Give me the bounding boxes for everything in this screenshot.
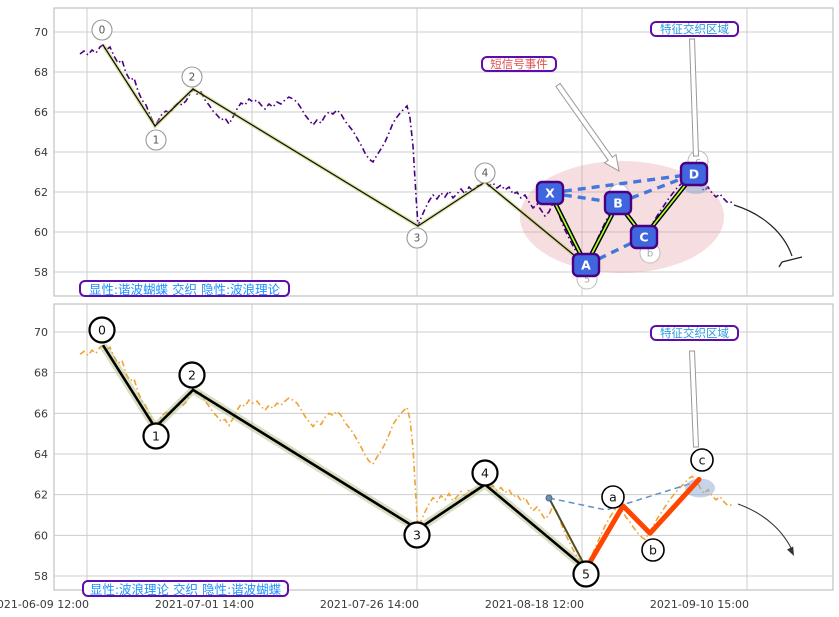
hidden-leg-line	[548, 497, 587, 569]
y-tick-label: 68	[34, 367, 48, 380]
abc-marker-label: c	[699, 453, 706, 468]
y-tick-label: 62	[34, 489, 48, 502]
wave-marker-bottom-label: 3	[413, 528, 421, 543]
panel-border	[53, 303, 834, 591]
outline-arrow	[688, 38, 700, 157]
bottom-panel: 0 1 2 3 4 5 a b c	[79, 316, 794, 588]
y-tick-label: 64	[34, 448, 48, 461]
wave-marker-top-label: 2	[189, 72, 196, 84]
x-tick-label: 2021-07-01 14:00	[155, 598, 254, 611]
x-tick-label: 2021-08-18 12:00	[485, 598, 584, 611]
abc-marker	[601, 485, 625, 509]
x-axis-labels: 2021-06-09 12:00 2021-07-01 14:00 2021-07-…	[0, 598, 749, 611]
y-tick-label: 58	[34, 266, 48, 279]
harmonic-point-D	[679, 161, 709, 187]
trend-curve-top	[733, 204, 793, 257]
harmonic-dashed-edge	[549, 172, 695, 195]
price-line-top	[79, 43, 733, 266]
y-tick-label: 60	[34, 226, 48, 239]
y-tick-label: 64	[34, 146, 48, 159]
wave-marker-bottom	[572, 560, 600, 588]
wave-marker-bottom	[142, 422, 170, 450]
x-tick-label: 2021-06-09 12:00	[0, 598, 89, 611]
bottom-panel-caption: 显性:波浪理论 交织 隐性:谐波蝴蝶	[82, 580, 289, 597]
abc-marker	[690, 448, 714, 472]
harmonic-point-C	[629, 224, 659, 250]
top-panel-caption: 显性:谐波蝴蝶 交织 隐性:波浪理论	[79, 280, 290, 297]
wave-marker-bottom-label: 0	[98, 323, 106, 338]
wave-marker-bottom-label: 5	[582, 567, 590, 582]
wave-marker-bottom	[178, 361, 206, 389]
wave-marker-bottom	[471, 459, 499, 487]
short-signal-event-label: 短信号事件	[481, 56, 557, 72]
wave-marker-top-label: 0	[99, 25, 106, 37]
wave-marker-bottom-label: 1	[152, 429, 160, 444]
y-tick-label: 66	[34, 407, 48, 420]
harmonic-point-label: A	[581, 258, 591, 273]
wave-marker-top-label: 4	[482, 168, 489, 180]
harmonic-point-label: X	[545, 186, 555, 201]
abc-marker	[641, 538, 665, 562]
y-tick-label: 70	[34, 326, 48, 339]
trend-curve-endtick	[778, 261, 783, 268]
wave-marker-top-label: 1	[153, 135, 160, 147]
harmonic-point-label: C	[639, 230, 648, 245]
wave-marker-bottom	[88, 316, 116, 344]
y-tick-label: 68	[34, 66, 48, 79]
y-tick-label: 60	[34, 529, 48, 542]
trend-curve-bottom	[737, 503, 794, 553]
top-panel-axes: 70 68 66 64 62 60 58	[34, 7, 834, 297]
wave-marker-bottom	[403, 521, 431, 549]
harmonic-point-A	[571, 252, 601, 278]
wave-marker-top-label: 3	[414, 233, 421, 245]
wave-marker-bottom-label: 2	[188, 368, 196, 383]
y-tick-label: 62	[34, 186, 48, 199]
hidden-x-dot	[545, 494, 553, 502]
trend-curve-endbar	[781, 256, 803, 263]
abc-marker-label: a	[609, 490, 617, 505]
outline-arrow	[688, 350, 700, 448]
trend-curve-arrowhead	[787, 546, 794, 556]
feature-overlap-label-top: 特征交织区域	[650, 21, 739, 37]
y-tick-label: 70	[34, 26, 48, 39]
feature-overlap-label-bottom: 特征交织区域	[650, 325, 739, 341]
harmonic-point-B	[603, 190, 633, 216]
abc-marker-label: b	[649, 543, 657, 558]
price-line-bottom	[79, 344, 733, 570]
harmonic-point-X	[535, 180, 565, 206]
harmonic-dashed-edge	[585, 235, 645, 267]
faint-wave-marker-label: b	[647, 249, 653, 260]
harmonic-point-label: D	[689, 167, 699, 182]
x-tick-label: 2021-09-10 15:00	[650, 598, 749, 611]
top-panel: 5abcXABCD01234	[79, 19, 803, 290]
outline-arrow	[555, 82, 620, 172]
wave-marker-top	[145, 129, 167, 151]
y-tick-label: 66	[34, 106, 48, 119]
wave-marker-top	[474, 162, 496, 184]
wave-marker-bottom-label: 4	[481, 466, 489, 481]
x-tick-label: 2021-07-26 14:00	[320, 598, 419, 611]
wave-marker-top	[91, 19, 113, 41]
hidden-dashed-line	[548, 480, 700, 511]
wave-line-bottom	[101, 344, 587, 570]
y-tick-label: 58	[34, 570, 48, 583]
abc-wave-line	[583, 476, 702, 572]
harmonic-point-label: B	[613, 196, 623, 211]
wave-marker-top	[406, 227, 428, 249]
wave-marker-top	[181, 66, 203, 88]
faint-wave-marker-label: 5	[584, 275, 590, 286]
